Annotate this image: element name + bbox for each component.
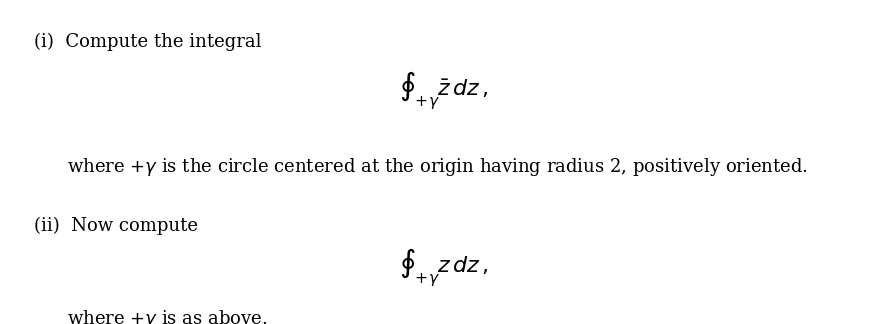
Text: (i)  Compute the integral: (i) Compute the integral: [34, 32, 260, 51]
Text: where $+\gamma$ is as above.: where $+\gamma$ is as above.: [66, 308, 267, 324]
Text: (ii)  Now compute: (ii) Now compute: [34, 217, 198, 235]
Text: where $+\gamma$ is the circle centered at the origin having radius 2, positively: where $+\gamma$ is the circle centered a…: [66, 156, 806, 178]
Text: $\oint_{+\gamma} \bar{z}\,dz\,,$: $\oint_{+\gamma} \bar{z}\,dz\,,$: [398, 69, 488, 112]
Text: $\oint_{+\gamma} z\,dz\,,$: $\oint_{+\gamma} z\,dz\,,$: [398, 246, 488, 289]
